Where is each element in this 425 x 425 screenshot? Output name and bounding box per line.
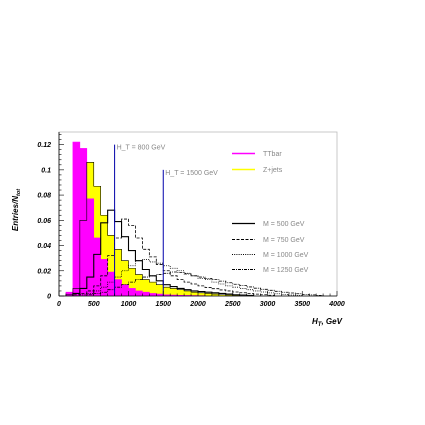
y-tick-label: 0.04 xyxy=(37,243,51,250)
legend-label-m-750-gev: M = 750 GeV xyxy=(263,237,305,244)
x-tick-label: 500 xyxy=(88,301,100,308)
histogram-m-750-gev xyxy=(65,218,275,296)
axis-titles: HT, GeV Entries/Ntot xyxy=(11,188,343,328)
y-axis-title: Entries/Ntot xyxy=(11,188,22,231)
y-tick-label: 0.1 xyxy=(41,167,51,174)
filled-histograms xyxy=(65,141,240,296)
x-tick-label: 3000 xyxy=(260,301,276,308)
y-tick-label: 0.12 xyxy=(37,142,51,149)
x-tick-label: 4000 xyxy=(328,301,345,308)
y-tick-label: 0 xyxy=(47,294,51,301)
y-tick-label: 0.08 xyxy=(37,193,51,200)
x-tick-label: 3500 xyxy=(294,301,310,308)
legend-label-m-1250-gev: M = 1250 GeV xyxy=(263,267,309,274)
vline-label-ht-800: H_T = 800 GeV xyxy=(117,145,166,152)
legend: TTbar Z+jets M = 500 GeV M = 750 GeV M = 100… xyxy=(232,151,309,274)
x-tick-label: 1000 xyxy=(121,301,137,308)
x-tick-label: 1500 xyxy=(155,301,171,308)
legend-label-ttbar: TTbar xyxy=(263,151,282,158)
histogram-m-1250-gev xyxy=(65,271,324,296)
x-tick-label: 0 xyxy=(57,301,61,308)
reference-lines: H_T = 800 GeV H_T = 1500 GeV xyxy=(114,144,218,296)
x-tick-label: 2500 xyxy=(224,301,241,308)
legend-label-m-1000-gev: M = 1000 GeV xyxy=(263,252,309,259)
legend-label-z-jets: Z+jets xyxy=(263,167,283,174)
axes: 0 500 1000 1500 2000 2500 3000 3500 4000 0 0.02 0.0… xyxy=(37,132,345,308)
x-tick-label: 2000 xyxy=(189,301,206,308)
y-tick-label: 0.02 xyxy=(37,268,51,275)
y-tick-label: 0.06 xyxy=(37,218,51,225)
legend-label-m-500-gev: M = 500 GeV xyxy=(263,221,305,228)
vline-label-ht-1500: H_T = 1500 GeV xyxy=(165,170,218,177)
x-axis-title: HT, GeV xyxy=(312,317,343,328)
histogram-m-1000-gev xyxy=(65,259,303,296)
